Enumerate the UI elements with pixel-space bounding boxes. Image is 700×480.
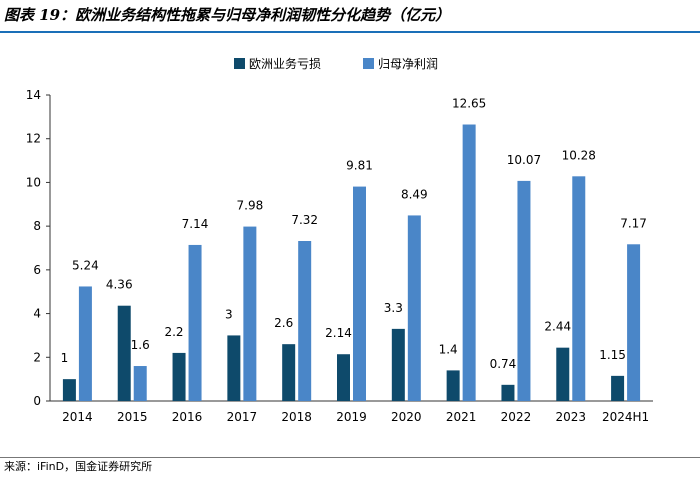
bar-europe-loss — [62, 379, 76, 401]
bar-net-profit — [627, 244, 641, 401]
y-tick-label: 12 — [26, 132, 41, 146]
data-label-europe-loss: 2.2 — [164, 325, 183, 339]
y-tick-label: 2 — [33, 350, 41, 364]
bar-europe-loss — [282, 344, 296, 401]
data-label-europe-loss: 2.44 — [544, 320, 571, 334]
bar-net-profit — [133, 366, 147, 401]
chart-title: 图表 19：欧洲业务结构性拖累与归母净利润韧性分化趋势（亿元） — [4, 6, 451, 24]
bar-europe-loss — [337, 354, 350, 401]
data-label-net-profit: 7.14 — [182, 217, 209, 231]
bar-net-profit — [407, 215, 421, 401]
bar-europe-loss — [611, 375, 625, 401]
x-tick-label: 2018 — [281, 410, 312, 424]
data-label-net-profit: 1.6 — [131, 338, 150, 352]
legend-swatch-1 — [234, 58, 245, 69]
data-label-europe-loss: 0.74 — [490, 357, 517, 371]
legend-swatch-2 — [363, 58, 374, 69]
bar-net-profit — [78, 286, 92, 401]
bar-europe-loss — [501, 384, 515, 401]
bar-europe-loss — [391, 328, 405, 401]
x-tick-label: 2019 — [336, 410, 367, 424]
bar-net-profit — [353, 186, 366, 401]
legend-label-2: 归母净利润 — [378, 57, 438, 71]
data-label-net-profit: 12.65 — [452, 97, 486, 111]
x-tick-label: 2020 — [391, 410, 422, 424]
data-label-net-profit: 7.32 — [291, 213, 318, 227]
x-tick-label: 2022 — [501, 410, 532, 424]
bar-europe-loss — [117, 305, 131, 401]
x-tick-label: 2017 — [227, 410, 258, 424]
bar-europe-loss — [556, 347, 570, 401]
data-label-europe-loss: 1 — [61, 351, 69, 365]
data-label-europe-loss: 3 — [225, 307, 233, 321]
bar-net-profit — [462, 124, 476, 401]
y-tick-label: 0 — [33, 394, 41, 408]
data-label-net-profit: 7.17 — [620, 216, 647, 230]
x-tick-label: 2014 — [62, 410, 93, 424]
bar-net-profit — [298, 241, 312, 401]
x-tick-label: 2021 — [446, 410, 477, 424]
y-tick-label: 6 — [33, 263, 41, 277]
x-tick-label: 2015 — [117, 410, 148, 424]
footer-divider — [0, 457, 700, 458]
bar-europe-loss — [446, 370, 460, 401]
data-label-net-profit: 5.24 — [72, 258, 99, 272]
legend-label-1: 欧洲业务亏损 — [249, 56, 321, 71]
x-tick-label: 2023 — [555, 410, 586, 424]
data-label-net-profit: 10.28 — [562, 148, 596, 162]
bar-chart: 欧洲业务亏损 归母净利润 0 2 4 6 8 10 12 14 2014 1 5.24 2015 4.36 1… — [26, 56, 653, 424]
x-tick-label: 2024H1 — [602, 410, 649, 424]
bar-europe-loss — [172, 352, 186, 401]
x-tick-label: 2016 — [172, 410, 203, 424]
data-label-net-profit: 9.81 — [346, 159, 373, 173]
y-tick-label: 4 — [33, 307, 41, 321]
bar-europe-loss — [227, 335, 241, 401]
y-tick-label: 14 — [26, 88, 41, 102]
data-label-europe-loss: 1.4 — [439, 342, 458, 356]
data-label-europe-loss: 3.3 — [384, 301, 403, 315]
title-divider — [0, 31, 700, 33]
data-label-net-profit: 7.98 — [237, 199, 264, 213]
bar-net-profit — [572, 176, 586, 401]
bar-net-profit — [188, 244, 202, 401]
bar-net-profit — [517, 180, 531, 401]
data-label-net-profit: 8.49 — [401, 187, 428, 201]
data-label-europe-loss: 1.15 — [599, 348, 626, 362]
source-note: 来源：iFinD，国金证券研究所 — [4, 460, 153, 473]
data-label-europe-loss: 2.14 — [325, 326, 352, 340]
data-label-europe-loss: 4.36 — [106, 278, 133, 292]
y-tick-label: 10 — [26, 175, 41, 189]
data-label-net-profit: 10.07 — [507, 153, 541, 167]
bar-net-profit — [243, 226, 257, 401]
y-tick-label: 8 — [33, 219, 41, 233]
data-label-europe-loss: 2.6 — [274, 316, 293, 330]
